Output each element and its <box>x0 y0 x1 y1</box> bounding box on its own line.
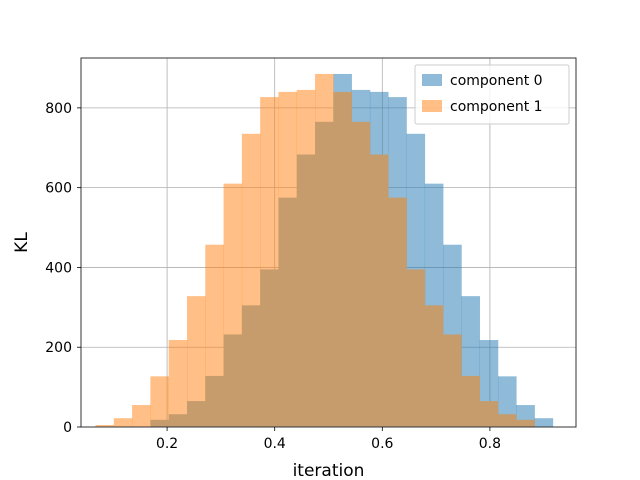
bar-overlap <box>296 154 316 427</box>
y-axis-ticks: 0 200 400 600 800 <box>45 101 81 436</box>
bar-component-1 <box>113 418 133 427</box>
legend-label: component 0 <box>450 73 543 89</box>
bar-overlap <box>333 91 352 427</box>
legend-label: component 1 <box>450 99 543 115</box>
bar-overlap <box>315 121 334 427</box>
bar-overlap <box>241 305 261 427</box>
y-tick-label: 800 <box>45 101 72 117</box>
x-axis-ticks: 0.2 0.4 0.6 0.8 <box>156 427 501 452</box>
bar-overlap <box>351 121 371 427</box>
plot-frame <box>80 57 577 428</box>
y-axis-label: KL <box>12 232 32 253</box>
bar-component-1 <box>168 340 188 427</box>
bar-overlap <box>388 197 407 427</box>
bar-component-1 <box>95 425 115 427</box>
histogram-bars <box>95 73 554 427</box>
x-tick-label: 0.4 <box>264 436 286 452</box>
bar-overlap <box>223 334 243 427</box>
bar-overlap <box>278 197 298 427</box>
x-tick-label: 0.2 <box>156 436 178 452</box>
y-tick-label: 400 <box>45 260 72 276</box>
bar-overlap <box>497 414 517 427</box>
x-tick-label: 0.8 <box>479 436 501 452</box>
bar-component-1 <box>150 376 170 427</box>
bar-component-0 <box>534 418 554 427</box>
bar-overlap <box>406 269 426 427</box>
bar-overlap <box>461 375 480 427</box>
legend-swatch <box>422 100 442 112</box>
bar-overlap <box>260 269 279 427</box>
y-tick-label: 0 <box>63 420 72 436</box>
y-tick-label: 200 <box>45 340 72 356</box>
bar-overlap <box>205 375 224 427</box>
bar-overlap <box>168 414 188 427</box>
legend-box <box>414 64 570 125</box>
bar-overlap <box>479 401 499 427</box>
y-tick-label: 600 <box>45 181 72 197</box>
bar-overlap <box>516 419 535 427</box>
bar-component-1 <box>132 405 151 427</box>
x-tick-label: 0.6 <box>371 436 393 452</box>
bar-overlap <box>150 419 170 427</box>
bar-overlap <box>424 305 444 427</box>
bar-component-1 <box>186 296 206 427</box>
bar-overlap <box>369 154 389 427</box>
legend-swatch <box>422 74 442 86</box>
bar-overlap <box>443 334 462 427</box>
x-axis-label: iteration <box>293 461 365 480</box>
legend: component 0 component 1 <box>414 64 570 125</box>
bar-overlap <box>186 401 206 427</box>
